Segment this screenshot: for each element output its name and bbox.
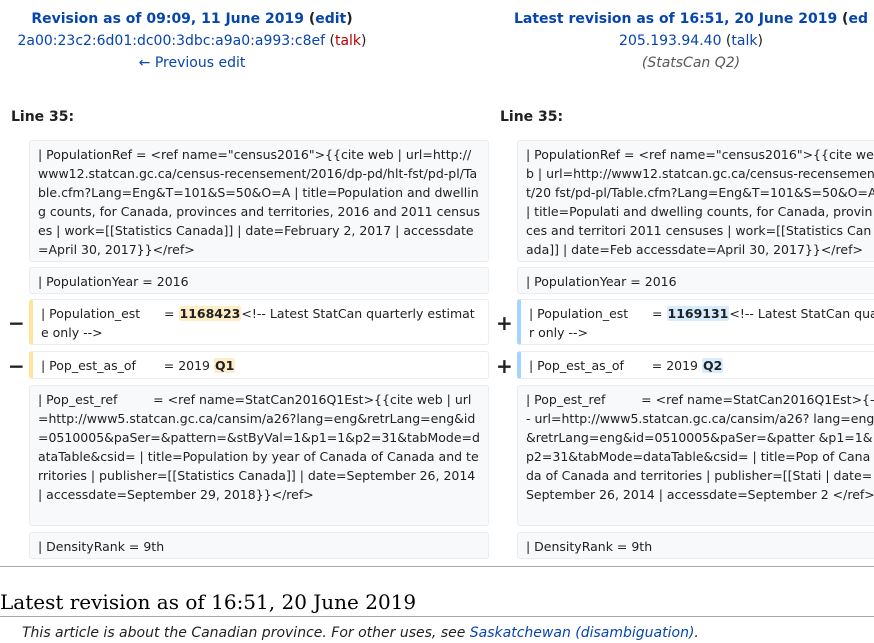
edit-summary: (StatsCan Q2) bbox=[641, 55, 741, 71]
diff-added-line: | Pop_est_as_of = 2019 Q2 bbox=[517, 351, 874, 379]
old-edit-link[interactable]: edit bbox=[315, 11, 347, 27]
old-talk-link[interactable]: talk bbox=[334, 33, 362, 49]
hatnote: This article is about the Canadian provi… bbox=[22, 625, 699, 641]
removed-line-marker: − bbox=[8, 354, 25, 378]
old-revision-link[interactable]: Revision as of 09:09, 11 June 2019 bbox=[31, 11, 304, 27]
new-user-link[interactable]: 205.193.94.40 bbox=[619, 33, 722, 49]
diff-context-left: | PopulationYear = 2016 bbox=[29, 267, 489, 294]
divider bbox=[0, 566, 874, 567]
diff-added-line: | Population_est = 1169131<!-- Latest St… bbox=[517, 299, 874, 345]
previous-edit-link[interactable]: ← Previous edit bbox=[138, 55, 246, 71]
removed-line-marker: − bbox=[8, 311, 25, 335]
old-revision-header: Revision as of 09:09, 11 June 2019 (edit… bbox=[0, 8, 384, 74]
diff-context-left: | PopulationRef = <ref name="census2016"… bbox=[29, 140, 489, 262]
added-line-prefix: | Pop_est_as_of = 2019 bbox=[529, 358, 702, 373]
old-revision-title: Revision as of 09:09, 11 June 2019 (edit… bbox=[31, 11, 353, 27]
new-revision-header: Latest revision as of 16:51, 20 June 201… bbox=[481, 8, 874, 74]
new-talk-link[interactable]: talk bbox=[731, 33, 758, 49]
disambiguation-link[interactable]: Saskatchewan (disambiguation) bbox=[469, 625, 695, 641]
added-line-marker: + bbox=[496, 354, 513, 378]
deleted-line-prefix: | Pop_est_as_of = 2019 bbox=[41, 358, 214, 373]
deleted-word: Q1 bbox=[213, 358, 236, 373]
new-revision-link[interactable]: Latest revision as of 16:51, 20 June 201… bbox=[513, 11, 838, 27]
hatnote-end: . bbox=[694, 625, 699, 641]
old-line-number: Line 35: bbox=[11, 109, 75, 125]
deleted-word: 1168423 bbox=[178, 306, 242, 321]
revision-heading: Latest revision as of 16:51, 20 June 201… bbox=[0, 590, 417, 614]
diff-context-right: | Pop_est_ref = <ref name=StatCan2016Q1E… bbox=[517, 385, 874, 526]
new-revision-title: Latest revision as of 16:51, 20 June 201… bbox=[513, 11, 868, 27]
old-user-link[interactable]: 2a00:23c2:6d01:dc00:3dbc:a9a0:a993:c8ef bbox=[17, 33, 326, 49]
diff-context-left: | DensityRank = 9th bbox=[29, 532, 489, 559]
deleted-line-prefix: | Population_est = bbox=[41, 306, 179, 321]
deleted-line-suffix: <!-- Latest StatCan quarterly estimate o… bbox=[41, 306, 475, 340]
added-line-prefix: | Population_est = bbox=[529, 306, 667, 321]
added-line-marker: + bbox=[496, 311, 513, 335]
hatnote-text: This article is about the Canadian provi… bbox=[22, 625, 470, 641]
diff-context-left: | Pop_est_ref = <ref name=StatCan2016Q1E… bbox=[29, 385, 489, 526]
added-word: 1169131 bbox=[666, 306, 730, 321]
diff-context-right: | PopulationYear = 2016 bbox=[517, 267, 874, 294]
added-word: Q2 bbox=[701, 358, 724, 373]
diff-deleted-line: | Population_est = 1168423<!-- Latest St… bbox=[29, 299, 489, 345]
added-line-suffix: <!-- Latest StatCan quar only --> bbox=[529, 306, 874, 340]
diff-deleted-line: | Pop_est_as_of = 2019 Q1 bbox=[29, 351, 489, 379]
diff-context-right: | PopulationRef = <ref name="census2016"… bbox=[517, 140, 874, 262]
diff-context-right: | DensityRank = 9th bbox=[517, 532, 874, 559]
new-edit-link[interactable]: ed bbox=[848, 11, 868, 27]
heading-underline bbox=[0, 616, 874, 617]
new-line-number: Line 35: bbox=[500, 109, 564, 125]
